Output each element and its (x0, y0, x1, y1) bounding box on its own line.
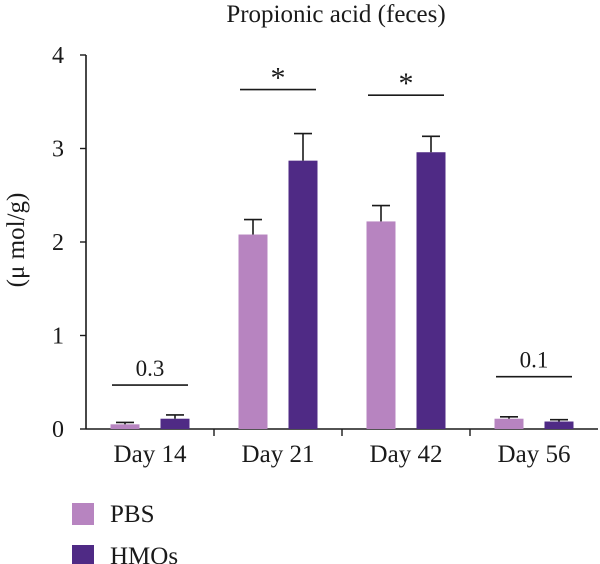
bar (494, 418, 524, 429)
legend-label: PBS (110, 501, 154, 528)
chart-title: Propionic acid (feces) (226, 1, 445, 28)
legend: PBS HMOs (72, 501, 178, 564)
bar (288, 160, 318, 429)
plot-area: 0 1 2 3 4 Day 14 Day 21 Day 42 Day 56 0.3 * * 0.1 (52, 43, 598, 468)
y-tick-label: 4 (52, 43, 64, 69)
significance-label: 0.1 (520, 348, 549, 373)
bar (238, 234, 268, 429)
bar (416, 152, 446, 430)
y-tick-label: 3 (52, 137, 64, 163)
x-tick-label: Day 56 (498, 441, 571, 468)
legend-swatch (72, 545, 94, 564)
bar (110, 424, 140, 429)
y-tick-label: 1 (52, 324, 64, 350)
significance-label: 0.3 (136, 356, 165, 381)
x-tick-label: Day 14 (114, 441, 187, 468)
significance-label: * (271, 62, 286, 95)
significance-label: * (399, 67, 414, 100)
x-tick-label: Day 21 (242, 441, 315, 468)
legend-label: HMOs (110, 543, 178, 564)
legend-swatch (72, 503, 94, 525)
bar (160, 418, 190, 429)
x-tick-label: Day 42 (370, 441, 443, 468)
y-axis-label: (μ mol/g) (3, 193, 30, 288)
y-tick-label: 2 (52, 230, 64, 256)
bar (544, 421, 574, 429)
bar (366, 221, 396, 429)
y-tick-label: 0 (52, 417, 64, 443)
